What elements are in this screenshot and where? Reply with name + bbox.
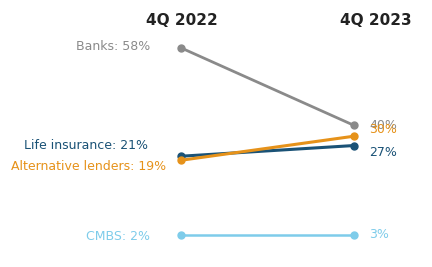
Text: CMBS: 2%: CMBS: 2% — [86, 230, 150, 243]
Text: 30%: 30% — [369, 123, 397, 136]
Text: 4Q 2022: 4Q 2022 — [146, 13, 217, 28]
Text: 3%: 3% — [369, 229, 389, 241]
Text: 40%: 40% — [369, 119, 397, 132]
Text: 4Q 2023: 4Q 2023 — [340, 13, 412, 28]
Text: Alternative lenders: 19%: Alternative lenders: 19% — [11, 160, 166, 173]
Text: Life insurance: 21%: Life insurance: 21% — [24, 139, 148, 152]
Text: Banks: 58%: Banks: 58% — [76, 40, 150, 53]
Text: 27%: 27% — [369, 146, 397, 159]
